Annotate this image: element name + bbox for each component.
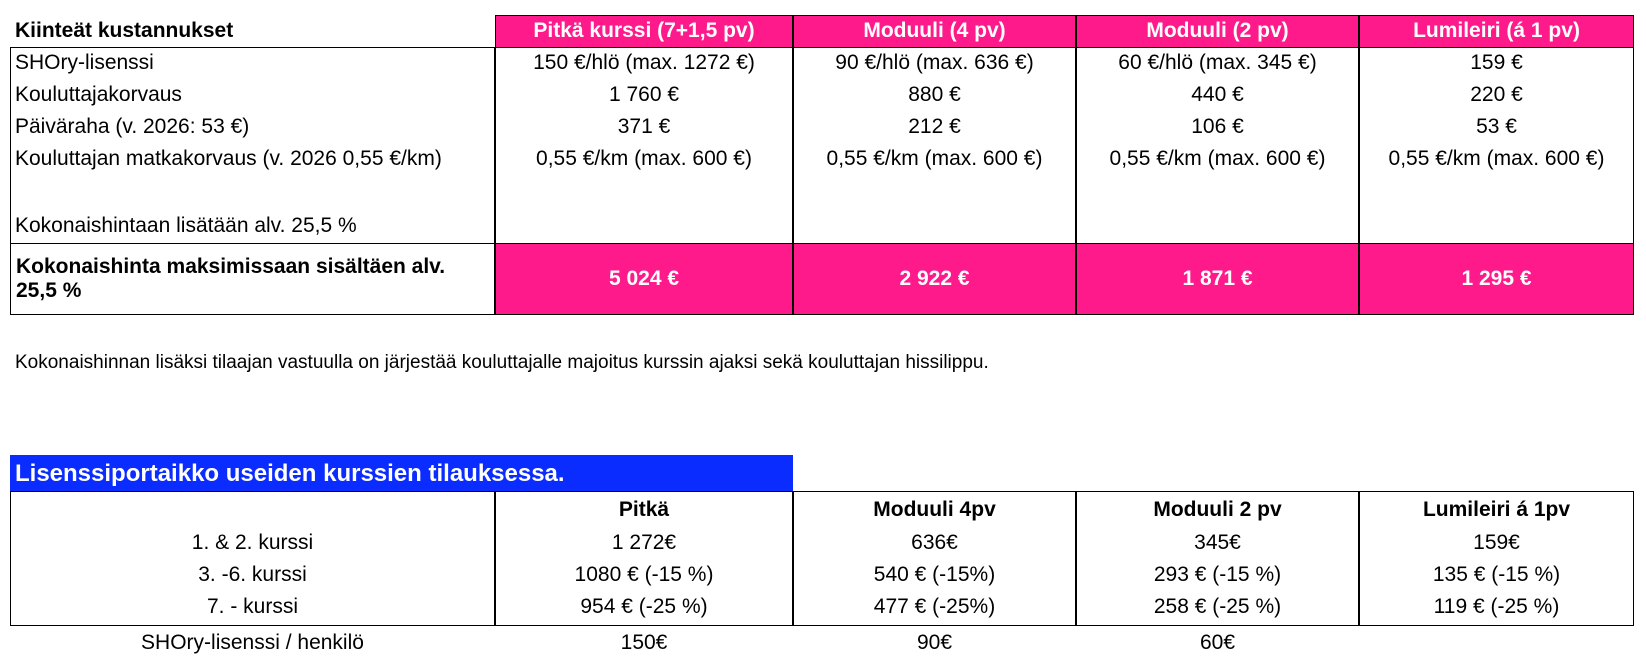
value-cell: 220 € <box>1470 83 1523 107</box>
column-frame <box>495 491 793 626</box>
table-title: Kiinteät kustannukset <box>15 19 234 43</box>
header-cell: Moduuli 4pv <box>873 497 996 521</box>
total-label: Kokonaishinta maksimissaan sisältäen alv… <box>10 243 495 315</box>
header-cell: Lumileiri á 1pv <box>1422 497 1571 521</box>
value-cell: 880 € <box>908 83 961 107</box>
row-label: Kouluttajan matkakorvaus (v. 2026 0,55 €… <box>15 147 442 171</box>
footer-value: 150€ <box>620 630 668 654</box>
value-cell: 258 € (-25 %) <box>1153 594 1282 618</box>
note: Kokonaishinnan lisäksi tilaajan vastuull… <box>15 352 989 374</box>
value-cell: 90 €/hlö (max. 636 €) <box>835 51 1034 75</box>
value-cell: 106 € <box>1191 115 1244 139</box>
value-cell: 954 € (-25 %) <box>580 594 708 618</box>
row-label: 1. & 2. kurssi <box>191 530 314 554</box>
value-cell: 53 € <box>1476 115 1517 139</box>
value-cell: 636€ <box>911 530 958 554</box>
value-cell: 212 € <box>908 115 961 139</box>
header-cell: Lumileiri (á 1 pv) <box>1359 15 1634 48</box>
value-cell: 345€ <box>1194 530 1241 554</box>
value-cell: 293 € (-15 %) <box>1153 562 1282 586</box>
row-label: Kouluttajakorvaus <box>15 83 182 107</box>
row-label: SHOry-lisenssi <box>15 51 154 75</box>
column-frame <box>1076 491 1359 626</box>
header-cell: Moduuli 2 pv <box>1153 497 1282 521</box>
row-label: Päiväraha (v. 2026: 53 €) <box>15 115 250 139</box>
value-cell: 1080 € (-15 %) <box>574 562 714 586</box>
total-value: 5 024 € <box>495 243 793 315</box>
column-frame <box>10 491 495 626</box>
value-cell: 0,55 €/km (max. 600 €) <box>1388 147 1605 171</box>
value-cell: 0,55 €/km (max. 600 €) <box>536 147 752 171</box>
value-cell: 477 € (-25%) <box>873 594 996 618</box>
value-cell: 0,55 €/km (max. 600 €) <box>826 147 1043 171</box>
value-cell: 159 € <box>1470 51 1523 75</box>
value-cell: 1 760 € <box>608 83 680 107</box>
footer-value: 60€ <box>1199 630 1236 654</box>
value-cell: 159€ <box>1473 530 1520 554</box>
total-value: 1 295 € <box>1359 243 1634 315</box>
total-value: 1 871 € <box>1076 243 1359 315</box>
column-frame <box>793 491 1076 626</box>
column-frame <box>1359 491 1634 626</box>
value-cell: 135 € (-15 %) <box>1432 562 1561 586</box>
header-cell: Pitkä <box>618 497 670 521</box>
row-label: 7. - kurssi <box>206 594 298 618</box>
header-cell: Pitkä kurssi (7+1,5 pv) <box>495 15 793 48</box>
vat-note: Kokonaishintaan lisätään alv. 25,5 % <box>15 214 357 238</box>
value-cell: 1 272€ <box>611 530 677 554</box>
footer-value: 90€ <box>916 630 953 654</box>
header-cell: Moduuli (4 pv) <box>793 15 1076 48</box>
table2-title: Lisenssiportaikko useiden kurssien tilau… <box>10 455 793 492</box>
row-label: 3. -6. kurssi <box>198 562 307 586</box>
value-cell: 60 €/hlö (max. 345 €) <box>1118 51 1317 75</box>
value-cell: 440 € <box>1191 83 1244 107</box>
total-value: 2 922 € <box>793 243 1076 315</box>
footer-label: SHOry-lisenssi / henkilö <box>141 630 364 654</box>
header-cell: Moduuli (2 pv) <box>1076 15 1359 48</box>
value-cell: 371 € <box>617 115 671 139</box>
value-cell: 119 € (-25 %) <box>1433 594 1560 618</box>
value-cell: 0,55 €/km (max. 600 €) <box>1109 147 1326 171</box>
value-cell: 540 € (-15%) <box>873 562 996 586</box>
value-cell: 150 €/hlö (max. 1272 €) <box>533 51 755 75</box>
